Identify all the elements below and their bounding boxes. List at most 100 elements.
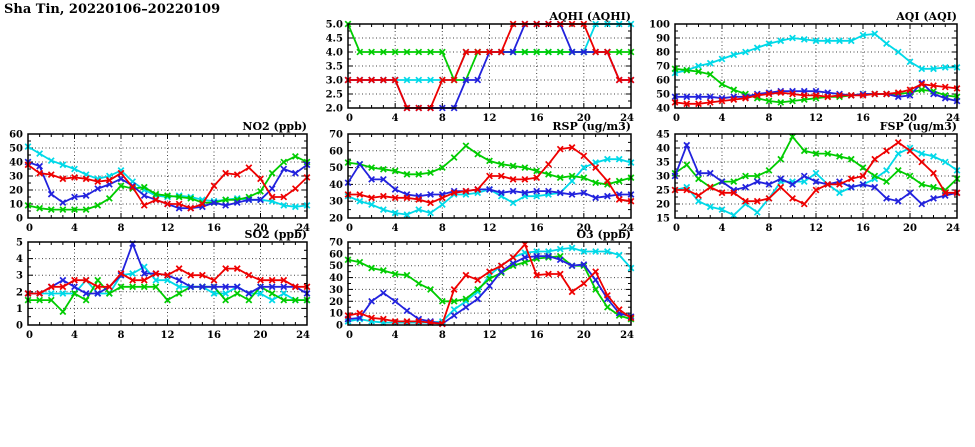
chart-so2: 0 1 2 3 4 5 0 4 8 12 16 20 24 SO2 (ppb) xyxy=(0,226,317,343)
svg-text:4: 4 xyxy=(71,223,78,234)
svg-text:12: 12 xyxy=(483,113,497,124)
svg-text:0: 0 xyxy=(346,330,353,341)
svg-text:5: 5 xyxy=(16,238,23,249)
svg-text:20: 20 xyxy=(254,330,268,341)
svg-text:4: 4 xyxy=(719,223,726,234)
svg-text:3: 3 xyxy=(16,271,23,282)
svg-text:50: 50 xyxy=(656,90,670,101)
svg-text:3.5: 3.5 xyxy=(326,62,343,73)
svg-text:70: 70 xyxy=(329,238,343,249)
chart-title-fsp: FSP (ug/m3) xyxy=(879,120,957,133)
svg-text:16: 16 xyxy=(856,113,870,124)
svg-text:12: 12 xyxy=(161,223,175,234)
chart-aqi: 40 50 60 70 80 90 100 0 4 8 12 16 20 24 AQI (AQI) xyxy=(629,8,967,126)
svg-text:0: 0 xyxy=(16,321,23,332)
svg-text:20: 20 xyxy=(254,223,268,234)
svg-text:8: 8 xyxy=(118,330,125,341)
chart-rsp: 20 30 40 50 60 70 0 4 8 12 16 20 24 RSP (ug/m3) xyxy=(302,118,641,236)
svg-text:2: 2 xyxy=(16,287,23,298)
svg-text:2.0: 2.0 xyxy=(326,104,343,115)
svg-text:0: 0 xyxy=(26,330,33,341)
svg-text:0: 0 xyxy=(346,113,353,124)
svg-text:24: 24 xyxy=(296,330,310,341)
svg-text:4: 4 xyxy=(719,113,726,124)
svg-text:45: 45 xyxy=(656,130,670,141)
svg-text:12: 12 xyxy=(483,330,497,341)
svg-text:8: 8 xyxy=(439,330,446,341)
no2-plot: 0 10 20 30 40 50 60 0 4 8 12 16 20 24 xyxy=(9,130,311,234)
svg-text:70: 70 xyxy=(329,130,343,141)
svg-text:12: 12 xyxy=(809,113,823,124)
aqhi-plot: 2.0 2.5 3.0 3.5 4.0 4.5 5.0 0 4 8 12 16 20 24 xyxy=(326,20,635,124)
svg-text:90: 90 xyxy=(656,34,670,45)
svg-text:0: 0 xyxy=(16,214,23,225)
svg-text:24: 24 xyxy=(946,113,960,124)
svg-text:4: 4 xyxy=(392,223,399,234)
svg-text:0: 0 xyxy=(336,321,343,332)
svg-text:24: 24 xyxy=(946,223,960,234)
svg-text:60: 60 xyxy=(9,130,23,141)
svg-text:20: 20 xyxy=(903,223,917,234)
svg-text:16: 16 xyxy=(530,330,544,341)
svg-text:16: 16 xyxy=(207,330,221,341)
svg-text:0: 0 xyxy=(673,223,680,234)
svg-text:100: 100 xyxy=(649,20,670,31)
svg-text:30: 30 xyxy=(9,172,23,183)
chart-title-aqhi: AQHI (AQHI) xyxy=(549,10,631,23)
svg-text:30: 30 xyxy=(656,172,670,183)
svg-text:4: 4 xyxy=(71,330,78,341)
svg-text:40: 40 xyxy=(329,180,343,191)
svg-text:80: 80 xyxy=(656,48,670,59)
svg-text:60: 60 xyxy=(656,76,670,87)
svg-text:4.5: 4.5 xyxy=(326,34,343,45)
svg-text:40: 40 xyxy=(9,158,23,169)
svg-text:4: 4 xyxy=(392,113,399,124)
svg-text:3.0: 3.0 xyxy=(326,76,343,87)
chart-title-o3: O3 (ppb) xyxy=(576,228,631,241)
chart-o3: 0 10 20 30 40 50 60 70 0 4 8 12 16 20 24 O3 (ppb) xyxy=(302,226,641,343)
svg-text:15: 15 xyxy=(656,214,670,225)
svg-text:20: 20 xyxy=(656,200,670,211)
svg-text:16: 16 xyxy=(530,113,544,124)
svg-text:4.0: 4.0 xyxy=(326,48,343,59)
svg-text:5.0: 5.0 xyxy=(326,20,343,31)
svg-text:50: 50 xyxy=(329,261,343,272)
svg-text:2.5: 2.5 xyxy=(326,90,343,101)
svg-text:8: 8 xyxy=(118,223,125,234)
svg-text:10: 10 xyxy=(9,200,23,211)
svg-text:40: 40 xyxy=(329,273,343,284)
chart-aqhi: 2.0 2.5 3.0 3.5 4.0 4.5 5.0 0 4 8 12 16 20 24 AQHI (A… xyxy=(302,8,641,126)
svg-text:30: 30 xyxy=(329,285,343,296)
svg-text:35: 35 xyxy=(656,158,670,169)
svg-text:60: 60 xyxy=(329,146,343,157)
svg-text:24: 24 xyxy=(620,330,634,341)
svg-text:24: 24 xyxy=(620,223,634,234)
svg-text:16: 16 xyxy=(530,223,544,234)
svg-text:8: 8 xyxy=(439,223,446,234)
svg-text:25: 25 xyxy=(656,186,670,197)
svg-text:20: 20 xyxy=(577,330,591,341)
svg-text:50: 50 xyxy=(329,163,343,174)
svg-text:20: 20 xyxy=(9,186,23,197)
svg-text:20: 20 xyxy=(329,297,343,308)
svg-text:60: 60 xyxy=(329,249,343,260)
svg-text:16: 16 xyxy=(856,223,870,234)
svg-text:40: 40 xyxy=(656,104,670,115)
svg-text:12: 12 xyxy=(161,330,175,341)
page-title: Sha Tin, 20220106–20220109 xyxy=(4,2,221,17)
svg-text:20: 20 xyxy=(577,113,591,124)
svg-text:12: 12 xyxy=(483,223,497,234)
svg-text:20: 20 xyxy=(329,214,343,225)
chart-fsp: 15 20 25 30 35 40 45 0 4 8 12 16 20 24 FSP (ug/m3) xyxy=(629,118,967,236)
svg-text:10: 10 xyxy=(329,309,343,320)
svg-text:70: 70 xyxy=(656,62,670,73)
chart-title-aqi: AQI (AQI) xyxy=(896,10,957,23)
svg-text:4: 4 xyxy=(392,330,399,341)
svg-text:24: 24 xyxy=(620,113,634,124)
rsp-plot: 20 30 40 50 60 70 0 4 8 12 16 20 24 xyxy=(329,130,635,234)
svg-text:8: 8 xyxy=(766,113,773,124)
svg-text:8: 8 xyxy=(439,113,446,124)
svg-text:1: 1 xyxy=(16,304,23,315)
svg-text:0: 0 xyxy=(673,113,680,124)
